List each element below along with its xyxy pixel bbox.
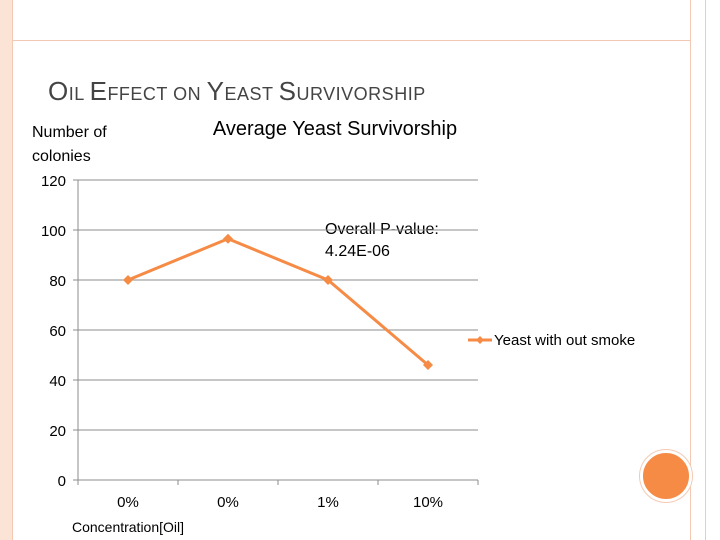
y-axis-label-line-1: Number of xyxy=(32,124,107,141)
legend-swatch-marker xyxy=(476,336,484,344)
y-tick-label: 80 xyxy=(49,273,66,290)
legend-label: Yeast with out smoke xyxy=(494,332,635,349)
slide-frame-left xyxy=(0,0,13,540)
x-tick-label: 0% xyxy=(117,494,139,511)
y-tick-label: 20 xyxy=(49,423,66,440)
title-segment: URVIVORSHIP xyxy=(296,84,426,104)
data-point xyxy=(323,275,333,285)
x-tick-label: 1% xyxy=(317,494,339,511)
decorative-circle xyxy=(640,450,692,502)
title-segment: Y xyxy=(206,76,225,106)
slide-title: OIL EFFECT ON YEAST SURVIVORSHIP xyxy=(48,76,426,107)
title-segment: IL xyxy=(68,84,90,104)
slide-frame-right xyxy=(690,0,706,540)
x-axis-label: Concentration[Oil] xyxy=(72,519,184,535)
x-tick-label: 0% xyxy=(217,494,239,511)
slide-frame-top xyxy=(12,0,690,41)
title-segment: E xyxy=(89,76,108,106)
x-tick-label: 10% xyxy=(413,494,443,511)
chart-title: Average Yeast Survivorship xyxy=(213,118,457,140)
y-axis-label-line-2: colonies xyxy=(32,148,91,165)
y-tick-label: 40 xyxy=(49,373,66,390)
title-segment: O xyxy=(48,76,69,106)
p-value-line-2: 4.24E-06 xyxy=(325,243,390,260)
title-segment: S xyxy=(278,76,297,106)
y-tick-label: 120 xyxy=(41,173,66,190)
data-point xyxy=(223,233,233,244)
title-segment: FFECT ON xyxy=(107,84,207,104)
data-point xyxy=(123,275,133,285)
data-point xyxy=(423,360,433,370)
title-segment: EAST xyxy=(224,84,279,104)
y-tick-label: 0 xyxy=(58,473,66,490)
y-tick-label: 60 xyxy=(49,323,66,340)
series-line xyxy=(127,237,429,367)
y-tick-label: 100 xyxy=(41,223,66,240)
